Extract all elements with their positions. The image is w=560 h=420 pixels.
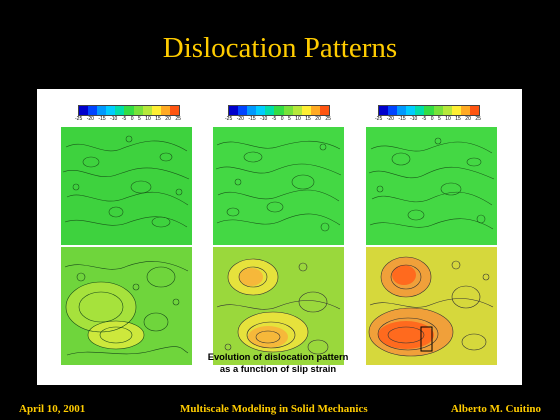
colorbar-tick-label: 20 bbox=[315, 116, 321, 122]
colorbar-tick-label: 15 bbox=[155, 116, 161, 122]
colorbar-1-swatch-9 bbox=[151, 106, 161, 115]
colorbar-tick-label: 10 bbox=[445, 116, 451, 122]
colorbar-tick-label: 20 bbox=[465, 116, 471, 122]
contour-map-bottom-middle bbox=[213, 247, 344, 365]
colorbar-1-swatch-11 bbox=[169, 106, 180, 115]
colorbar-tick-label: 20 bbox=[165, 116, 171, 122]
contour-map-bottom-left bbox=[61, 247, 192, 365]
colorbar-3 bbox=[378, 105, 480, 116]
colorbar-tick-label: -25 bbox=[225, 116, 233, 122]
colorbar-1 bbox=[78, 105, 180, 116]
colorbar-2-swatch-11 bbox=[319, 106, 330, 115]
colorbar-3-swatch-2 bbox=[388, 106, 398, 115]
colorbar-tick-label: -25 bbox=[75, 116, 83, 122]
colorbar-tick-label: -25 bbox=[375, 116, 383, 122]
colorbar-2-swatch-6 bbox=[274, 106, 284, 115]
colorbar-2-swatch-10 bbox=[310, 106, 320, 115]
colorbar-2-swatch-8 bbox=[292, 106, 302, 115]
colorbar-1-swatch-1 bbox=[79, 106, 89, 115]
colorbar-tick-label: 5 bbox=[287, 116, 291, 122]
footer-date: April 10, 2001 bbox=[19, 403, 86, 415]
colorbar-tick-label: -10 bbox=[110, 116, 118, 122]
colorbar-tick-label: -20 bbox=[86, 116, 94, 122]
figure-panel: -25 -20 -15 -10 -5 0 5 10 15 20 25 -25 -20 -15 -10 -5 0… bbox=[37, 89, 522, 385]
colorbar-tick-label: 25 bbox=[325, 116, 331, 122]
colorbar-2-swatch-9 bbox=[301, 106, 311, 115]
colorbar-tick-label: 0 bbox=[280, 116, 284, 122]
colorbar-3-swatch-4 bbox=[406, 106, 416, 115]
highlight-box bbox=[420, 326, 433, 352]
colorbar-3-swatch-7 bbox=[433, 106, 443, 115]
colorbar-3-swatch-5 bbox=[415, 106, 425, 115]
footer-course-title: Multiscale Modeling in Solid Mechanics bbox=[180, 403, 368, 415]
colorbar-tick-label: 5 bbox=[137, 116, 141, 122]
colorbar-2-swatch-2 bbox=[238, 106, 248, 115]
colorbar-2 bbox=[228, 105, 330, 116]
colorbar-1-swatch-3 bbox=[97, 106, 107, 115]
caption-line-2: as a function of slip strain bbox=[219, 363, 337, 374]
colorbar-tick-label: -20 bbox=[386, 116, 394, 122]
colorbar-1-swatch-7 bbox=[133, 106, 143, 115]
colorbar-tick-label: 25 bbox=[175, 116, 181, 122]
colorbar-tick-label: 10 bbox=[295, 116, 301, 122]
figure-caption: Evolution of dislocation pattern as a fu… bbox=[168, 351, 388, 375]
colorbar-tick-label: 0 bbox=[430, 116, 434, 122]
colorbar-3-swatch-10 bbox=[460, 106, 470, 115]
colorbar-3-ticks: -25 -20 -15 -10 -5 0 5 10 15 20 25 bbox=[375, 116, 481, 122]
colorbar-3-swatch-6 bbox=[424, 106, 434, 115]
colorbar-2-swatch-3 bbox=[247, 106, 257, 115]
colorbar-1-swatch-6 bbox=[124, 106, 134, 115]
colorbar-tick-label: 25 bbox=[475, 116, 481, 122]
colorbar-tick-label: -15 bbox=[248, 116, 256, 122]
contour-map-bottom-right bbox=[366, 247, 497, 365]
colorbar-tick-label: -5 bbox=[271, 116, 277, 122]
colorbar-3-swatch-3 bbox=[397, 106, 407, 115]
colorbar-2-ticks: -25 -20 -15 -10 -5 0 5 10 15 20 25 bbox=[225, 116, 331, 122]
colorbar-1-swatch-5 bbox=[115, 106, 125, 115]
colorbar-tick-label: -20 bbox=[236, 116, 244, 122]
caption-line-1: Evolution of dislocation pattern bbox=[207, 351, 349, 362]
colorbar-tick-label: 15 bbox=[455, 116, 461, 122]
colorbar-tick-label: 15 bbox=[305, 116, 311, 122]
colorbar-tick-label: -10 bbox=[410, 116, 418, 122]
colorbar-1-ticks: -25 -20 -15 -10 -5 0 5 10 15 20 25 bbox=[75, 116, 181, 122]
colorbar-2-swatch-1 bbox=[229, 106, 239, 115]
colorbar-3-swatch-11 bbox=[469, 106, 480, 115]
colorbar-3-swatch-1 bbox=[379, 106, 389, 115]
colorbar-tick-label: -15 bbox=[98, 116, 106, 122]
colorbar-tick-label: 10 bbox=[145, 116, 151, 122]
colorbar-tick-label: 5 bbox=[437, 116, 441, 122]
contour-map-top-middle bbox=[213, 127, 344, 245]
contour-map-top-left bbox=[61, 127, 192, 245]
contour-map-top-right bbox=[366, 127, 497, 245]
colorbar-tick-label: -5 bbox=[421, 116, 427, 122]
footer-author: Alberto M. Cuitino bbox=[450, 403, 541, 415]
colorbar-1-swatch-10 bbox=[160, 106, 170, 115]
colorbar-tick-label: -15 bbox=[398, 116, 406, 122]
colorbar-2-swatch-4 bbox=[256, 106, 266, 115]
colorbar-tick-label: -5 bbox=[121, 116, 127, 122]
colorbar-tick-label: 0 bbox=[130, 116, 134, 122]
colorbar-2-swatch-5 bbox=[265, 106, 275, 115]
colorbar-tick-label: -10 bbox=[260, 116, 268, 122]
colorbar-1-swatch-8 bbox=[142, 106, 152, 115]
colorbar-2-swatch-7 bbox=[283, 106, 293, 115]
colorbar-1-swatch-4 bbox=[106, 106, 116, 115]
colorbar-1-swatch-2 bbox=[88, 106, 98, 115]
page-title: Dislocation Patterns bbox=[162, 32, 398, 64]
colorbar-3-swatch-8 bbox=[442, 106, 452, 115]
colorbar-3-swatch-9 bbox=[451, 106, 461, 115]
